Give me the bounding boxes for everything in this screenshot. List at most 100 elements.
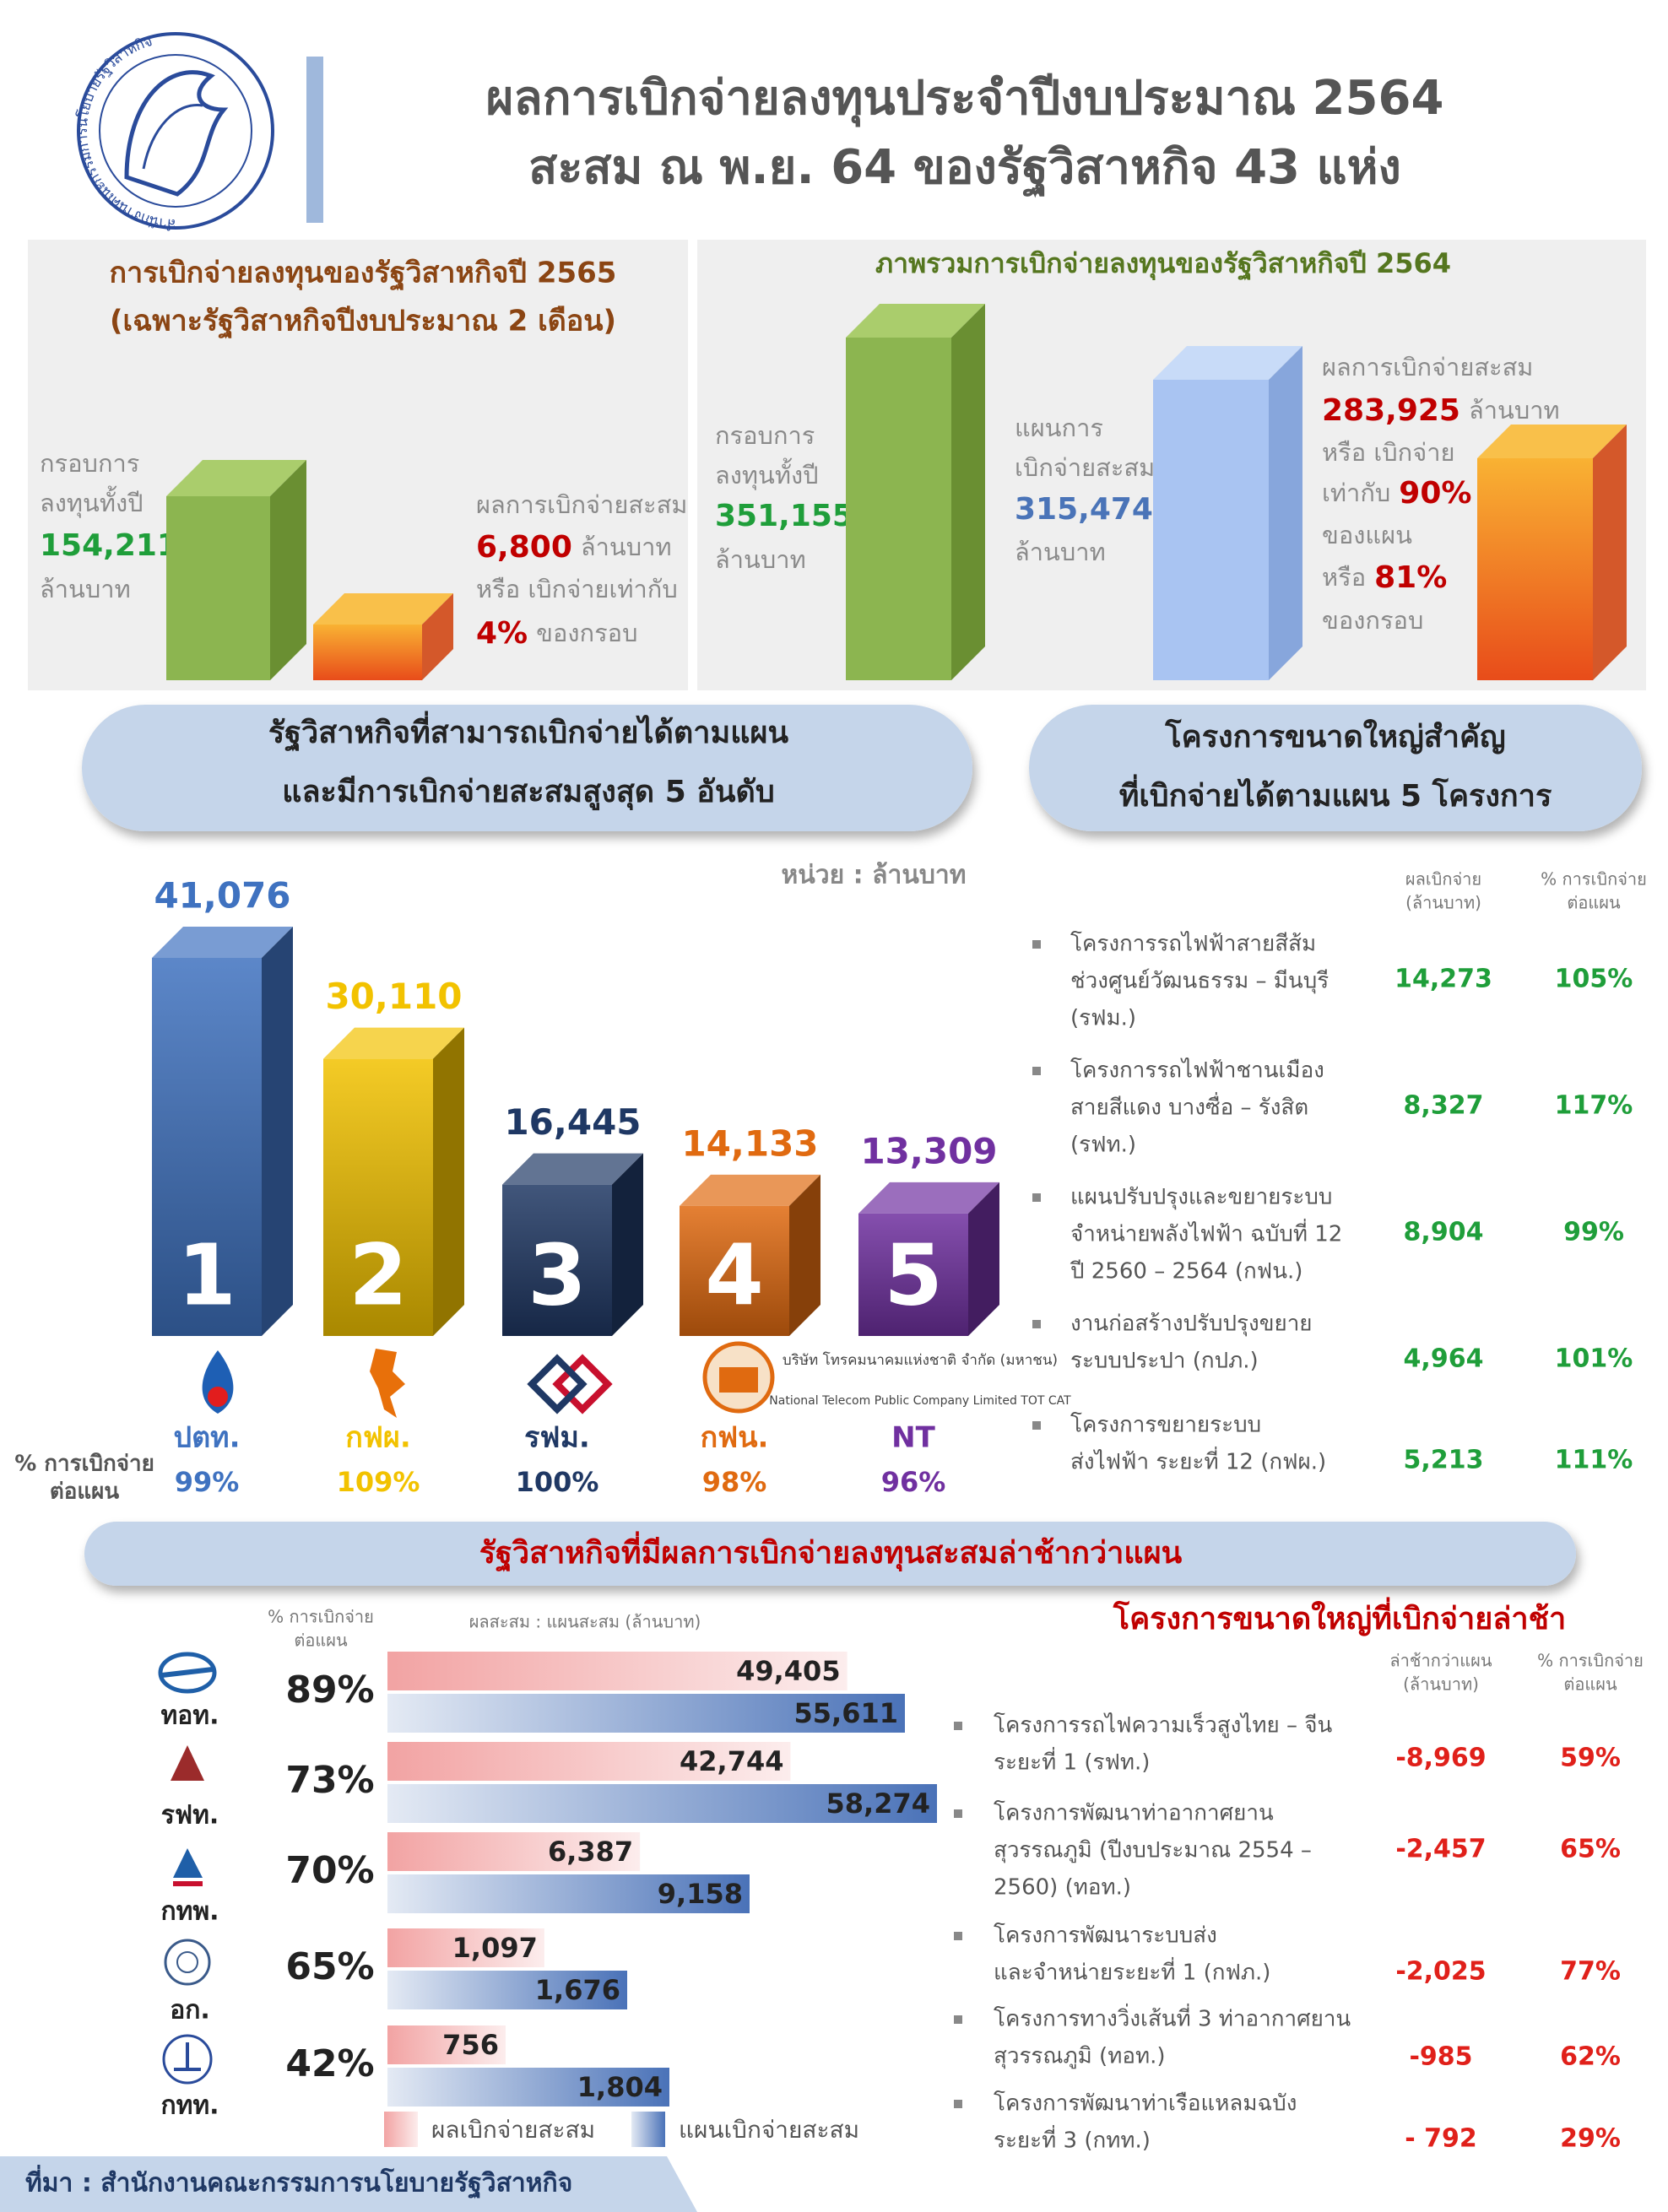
panel-title: (เฉพาะรัฐวิสาหกิจปีงบประมาณ 2 เดือน) xyxy=(110,305,616,340)
legend-swatch xyxy=(384,2112,418,2147)
label: ล้านบาท xyxy=(40,575,131,603)
value-label: 49,405 xyxy=(736,1655,840,1687)
label: ลงทุนทั้งปี xyxy=(40,485,144,518)
bar-top xyxy=(502,1153,643,1185)
item-rate: 59% xyxy=(1560,1744,1621,1773)
category-label: กทท. xyxy=(160,2091,219,2121)
logo-ptt xyxy=(202,1350,234,1414)
value-label: 58,274 xyxy=(826,1787,930,1820)
label: ผลการเบิกจ่ายสะสม xyxy=(1322,353,1533,381)
bar xyxy=(387,2068,669,2107)
value-label: 6,387 xyxy=(548,1836,633,1868)
label: ลงทุนทั้งปี xyxy=(715,457,819,490)
value: 351,155 xyxy=(715,499,853,533)
item-text: ระยะที่ 3 (กทท.) xyxy=(994,2125,1151,2154)
col-header: ต่อแผน xyxy=(294,1631,348,1651)
heading: และมีการเบิกจ่ายสะสมสูงสุด 5 อันดับ xyxy=(282,775,775,811)
value-line: 6,800 ล้านบาท xyxy=(476,530,672,565)
label: กรอบการ xyxy=(40,449,139,478)
item-value: 8,904 xyxy=(1404,1218,1484,1247)
label: แผนการ xyxy=(1015,414,1103,442)
item-rate: 117% xyxy=(1555,1091,1633,1121)
value-line-part: 4% xyxy=(476,616,528,651)
logo-mrt xyxy=(527,1354,613,1414)
item-text: สุวรรณภูมิ (ทอท.) xyxy=(994,2044,1166,2069)
heading-pill xyxy=(82,705,972,831)
category-label: รฟม. xyxy=(524,1421,590,1455)
item-text: โครงการทางวิ่งเส้นที่ 3 ท่าอากาศยาน xyxy=(994,2004,1351,2032)
item-text: โครงการพัฒนาท่าเรือแหลมฉบัง xyxy=(994,2090,1297,2117)
panel-title: ภาพรวมการเบิกจ่ายลงทุนของรัฐวิสาหกิจปี 2… xyxy=(875,247,1451,281)
item-text: ปี 2560 – 2564 (กฟน.) xyxy=(1070,1259,1302,1284)
bullet xyxy=(1032,1067,1041,1075)
legend-label: แผนเบิกจ่ายสะสม xyxy=(679,2116,859,2144)
rank: 3 xyxy=(528,1225,587,1324)
value-line-part: เท่ากับ xyxy=(1322,479,1390,507)
item-rate: 65% xyxy=(1560,1835,1621,1864)
title: ผลการเบิกจ่ายลงทุนประจำปีงบประมาณ 2564 xyxy=(486,71,1444,127)
value-label: 1,097 xyxy=(452,1932,538,1964)
value-label: 16,445 xyxy=(504,1101,641,1143)
bullet xyxy=(954,1722,962,1730)
item-text: และจำหน่ายระยะที่ 1 (กฟภ.) xyxy=(994,1957,1270,1986)
legend-swatch xyxy=(631,2112,665,2147)
bullet xyxy=(1032,940,1041,949)
label: ล้านบาท xyxy=(1015,538,1106,566)
item-text: สายสีแดง บางซื่อ – รังสิต xyxy=(1070,1092,1308,1121)
value-label: 13,309 xyxy=(860,1130,997,1171)
item-value: 8,327 xyxy=(1404,1091,1484,1121)
value-label: 55,611 xyxy=(794,1697,898,1729)
value-line-part: 283,925 xyxy=(1322,393,1460,428)
panel-bar-top xyxy=(846,304,985,338)
value-label: 30,110 xyxy=(325,976,462,1017)
logo-pat xyxy=(162,2034,213,2085)
value-label: 1,804 xyxy=(577,2071,663,2103)
category-label: ทอท. xyxy=(161,1701,219,1731)
panel-title: การเบิกจ่ายลงทุนของรัฐวิสาหกิจปี 2565 xyxy=(110,257,617,292)
logo-mea xyxy=(702,1341,775,1414)
logo-srt xyxy=(171,1745,204,1781)
logo-iea xyxy=(164,1939,211,1986)
bullet xyxy=(954,1932,962,1940)
bullet xyxy=(1032,1193,1041,1202)
value-line: 283,925 ล้านบาท xyxy=(1322,393,1560,428)
panel-bar-side xyxy=(270,460,306,680)
value-line-part: หรือ xyxy=(1322,563,1366,592)
bullet xyxy=(954,2015,962,2024)
item-text: ช่วงศูนย์วัฒนธรรม – มีนบุรี xyxy=(1070,969,1329,994)
category-label: NT xyxy=(891,1421,935,1455)
list-title: โครงการขนาดใหญ่ที่เบิกจ่ายล่าช้า xyxy=(1113,1597,1566,1636)
panel-bar xyxy=(1153,380,1269,680)
item-value: -8,969 xyxy=(1395,1744,1486,1773)
value: 315,474 xyxy=(1015,492,1153,527)
item-text: ระบบประปา (กปภ.) xyxy=(1070,1349,1259,1374)
col-header: % การเบิกจ่าย xyxy=(268,1607,374,1627)
title-accent xyxy=(306,57,323,223)
bullet xyxy=(954,1809,962,1818)
rate: 109% xyxy=(337,1466,420,1498)
panel-bar-side xyxy=(422,593,453,680)
label: เบิกจ่ายสะสม xyxy=(1015,453,1155,482)
item-rate: 101% xyxy=(1555,1344,1633,1374)
label: หรือ เบิกจ่าย xyxy=(1322,438,1454,467)
item-text: โครงการขยายระบบ xyxy=(1070,1412,1261,1438)
bar xyxy=(387,1928,544,1967)
panel-bar-side xyxy=(1593,425,1627,680)
item-value: -2,457 xyxy=(1395,1835,1486,1864)
rate: 98% xyxy=(702,1466,767,1498)
bar xyxy=(387,1742,791,1781)
unit-label: หน่วย : ล้านบาท xyxy=(782,861,967,890)
bar-side xyxy=(433,1027,464,1336)
value-line: หรือ 81% xyxy=(1322,560,1447,595)
rate: 42% xyxy=(285,2042,374,2085)
rate: 99% xyxy=(175,1466,240,1498)
bar xyxy=(387,1874,750,1913)
bar xyxy=(387,1971,627,2009)
source: ที่มา : สำนักงานคณะกรรมการนโยบายรัฐวิสาห… xyxy=(25,2165,572,2200)
col-header: ผลสะสม : แผนสะสม (ล้านบาท) xyxy=(469,1612,701,1632)
rank: 1 xyxy=(177,1225,236,1324)
rate: 89% xyxy=(285,1668,374,1712)
item-value: 4,964 xyxy=(1404,1344,1484,1374)
title: สะสม ณ พ.ย. 64 ของรัฐวิสาหกิจ 43 แห่ง xyxy=(528,140,1401,197)
rate: 73% xyxy=(285,1759,374,1802)
